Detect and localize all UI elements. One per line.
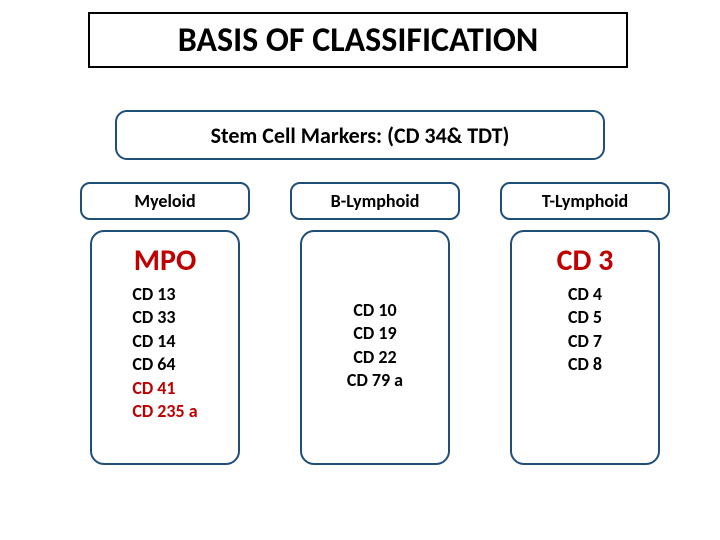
page-title: BASIS OF CLASSIFICATION: [88, 12, 628, 68]
list-item: CD 64: [132, 353, 197, 376]
list-item: CD 79 a: [347, 369, 403, 392]
list-item: CD 10: [347, 299, 403, 322]
column-b-lymphoid: B-Lymphoid CD 10 CD 19 CD 22 CD 79 a: [290, 182, 460, 465]
columns-container: Myeloid MPO CD 13 CD 33 CD 14 CD 64 CD 4…: [80, 182, 680, 465]
column-header-b-lymphoid: B-Lymphoid: [290, 182, 460, 220]
secondary-list-t-lymphoid: CD 4 CD 5 CD 7 CD 8: [568, 283, 602, 377]
list-item: CD 22: [347, 346, 403, 369]
list-item: CD 8: [568, 353, 602, 376]
main-marker-myeloid: MPO: [134, 242, 196, 279]
column-header-t-lymphoid: T-Lymphoid: [500, 182, 670, 220]
secondary-list-myeloid: CD 13 CD 33 CD 14 CD 64 CD 41 CD 235 a: [132, 283, 197, 423]
column-myeloid: Myeloid MPO CD 13 CD 33 CD 14 CD 64 CD 4…: [80, 182, 250, 465]
list-item: CD 33: [132, 306, 197, 329]
stem-cell-markers-box: Stem Cell Markers: (CD 34& TDT): [115, 110, 605, 160]
list-item: CD 5: [568, 306, 602, 329]
column-body-t-lymphoid: CD 3 CD 4 CD 5 CD 7 CD 8: [510, 230, 660, 465]
column-header-myeloid: Myeloid: [80, 182, 250, 220]
list-item: CD 41: [132, 377, 197, 400]
list-item: CD 13: [132, 283, 197, 306]
list-item: CD 19: [347, 322, 403, 345]
list-item: CD 235 a: [132, 400, 197, 423]
main-marker-t-lymphoid: CD 3: [557, 242, 614, 279]
list-item: CD 7: [568, 330, 602, 353]
column-body-b-lymphoid: CD 10 CD 19 CD 22 CD 79 a: [300, 230, 450, 465]
list-item: CD 4: [568, 283, 602, 306]
column-t-lymphoid: T-Lymphoid CD 3 CD 4 CD 5 CD 7 CD 8: [500, 182, 670, 465]
secondary-list-b-lymphoid: CD 10 CD 19 CD 22 CD 79 a: [347, 299, 403, 393]
list-item: CD 14: [132, 330, 197, 353]
column-body-myeloid: MPO CD 13 CD 33 CD 14 CD 64 CD 41 CD 235…: [90, 230, 240, 465]
